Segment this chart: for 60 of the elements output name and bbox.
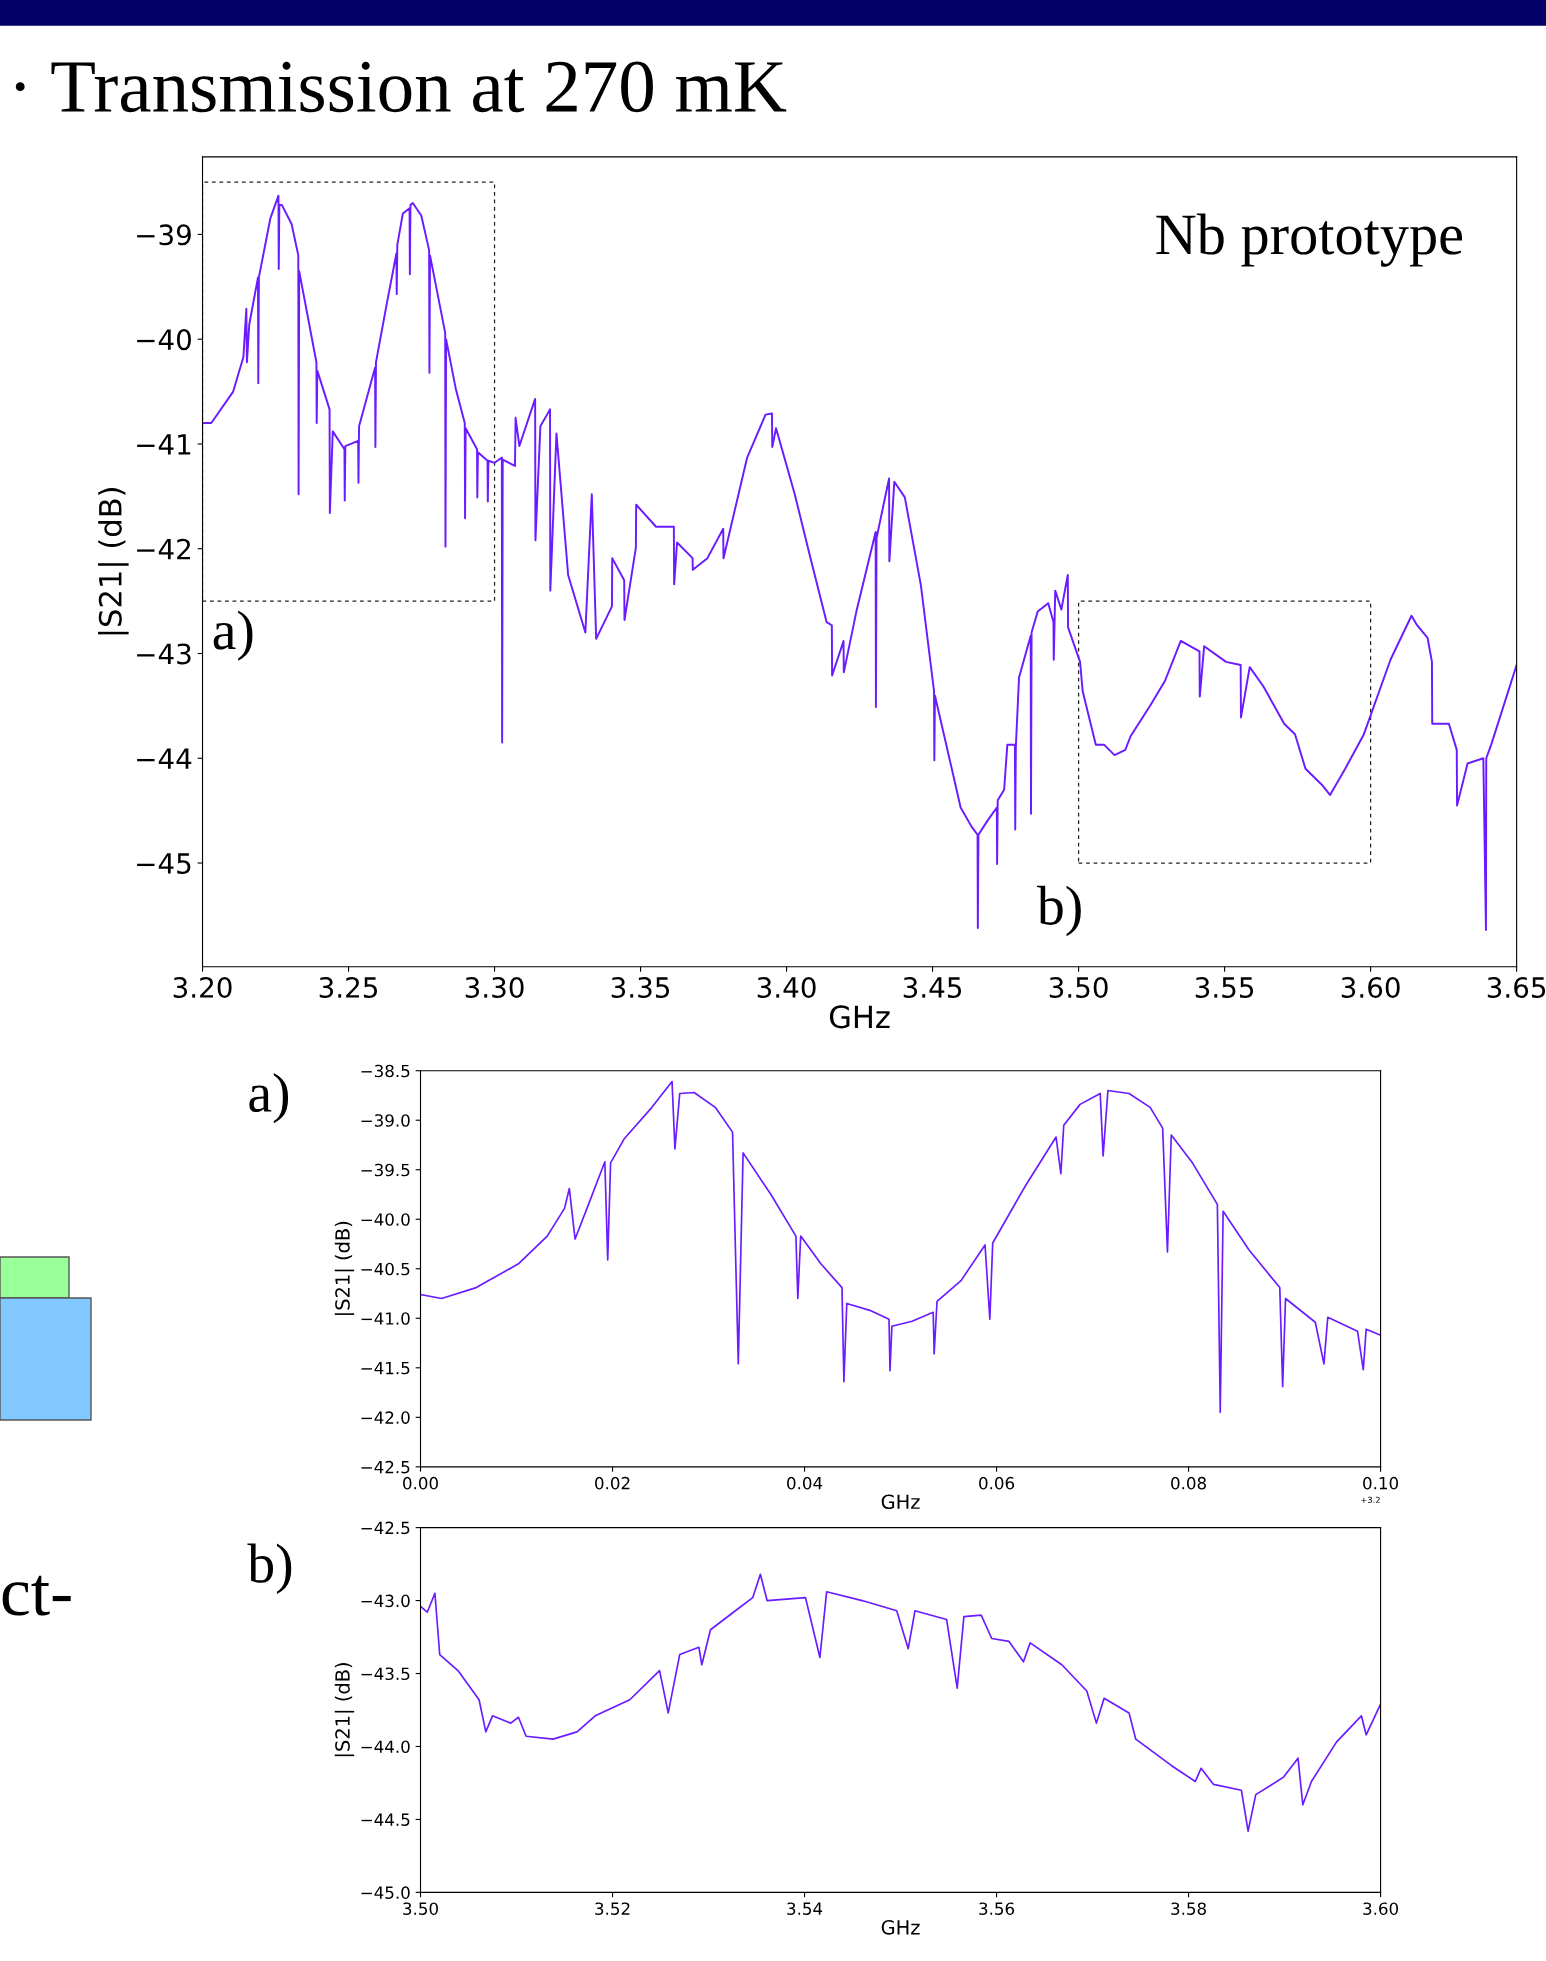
x-tick-label: 3.50 — [1049, 976, 1108, 998]
chart-title: · Transmission at 270 mK — [15, 61, 787, 113]
y-tick-label: −42.5 — [361, 1521, 410, 1535]
x-tick-label: 3.56 — [979, 1902, 1015, 1915]
y-tick-label: −40.5 — [361, 1262, 410, 1276]
y-tick-label: −41.0 — [361, 1312, 410, 1325]
y-axis-title: |S21| (dB) — [98, 488, 129, 635]
x-tick-label: 3.50 — [403, 1902, 438, 1915]
y-tick-label: −44 — [137, 748, 192, 769]
x-tick-label: 0.10 — [1363, 1476, 1399, 1490]
text: ct- — [2, 1575, 71, 1616]
y-tick-label: −42 — [137, 538, 191, 560]
x-tick-label: 3.65 — [1487, 976, 1546, 998]
x-tick-label: 3.30 — [465, 976, 524, 998]
annotation: Nb prototype — [1156, 213, 1463, 267]
y-tick-label: −43.0 — [361, 1594, 410, 1608]
x-tick-label: 3.55 — [1195, 976, 1254, 998]
x-tick-label: 3.35 — [611, 976, 670, 998]
y-tick-label: −44.0 — [361, 1740, 410, 1754]
x-tick-label: 0.06 — [979, 1476, 1015, 1490]
x-tick-label: 3.20 — [173, 976, 232, 998]
line-series — [420, 1080, 1381, 1414]
text: b) — [247, 1543, 292, 1594]
x-tick-label: 3.25 — [319, 976, 378, 998]
y-tick-label: −45 — [137, 853, 191, 874]
x-tick-label: 3.58 — [1171, 1902, 1206, 1915]
y-tick-label: −43.5 — [361, 1667, 410, 1681]
y-tick-label: −40.0 — [361, 1213, 410, 1226]
x-tick-label: 0.08 — [1171, 1476, 1206, 1490]
x-tick-label: 3.60 — [1363, 1902, 1399, 1915]
x-tick-label: 0.00 — [403, 1476, 438, 1490]
x-tick-label: 0.02 — [595, 1476, 630, 1490]
x-tick-label: 3.60 — [1341, 976, 1400, 998]
y-axis-title: |S21| (dB) — [334, 1221, 355, 1315]
x-tick-label: 3.40 — [757, 976, 816, 998]
x-axis-title: GHz — [881, 1919, 920, 1935]
y-tick-label: −41 — [137, 434, 191, 455]
x-tick-label: 3.45 — [903, 976, 962, 998]
y-tick-label: −45.0 — [361, 1886, 410, 1899]
line-series — [420, 1573, 1381, 1832]
x-tick-label: 0.04 — [787, 1476, 823, 1490]
y-axis-title: |S21| (dB) — [334, 1663, 355, 1757]
annotation: b) — [1036, 885, 1081, 937]
x-tick-label: 3.52 — [595, 1902, 630, 1915]
x-axis-title: GHz — [881, 1494, 920, 1510]
y-tick-label: −40 — [137, 329, 191, 351]
annotation: a) — [213, 610, 253, 661]
y-tick-label: −39.0 — [361, 1114, 410, 1127]
y-tick-label: −41.5 — [361, 1361, 410, 1375]
y-tick-label: −42.0 — [361, 1411, 410, 1424]
y-tick-label: −43 — [137, 643, 191, 665]
text: a) — [249, 1072, 289, 1124]
y-tick-label: −38.5 — [361, 1064, 410, 1078]
x-tick-label: 3.54 — [787, 1902, 823, 1915]
y-tick-label: −39.5 — [361, 1163, 410, 1177]
y-tick-label: −44.5 — [361, 1813, 410, 1826]
y-tick-label: −42.5 — [361, 1460, 410, 1474]
text: +3.2 — [1361, 1496, 1380, 1503]
y-tick-label: −39 — [137, 224, 191, 246]
x-axis-title: GHz — [829, 1005, 890, 1029]
